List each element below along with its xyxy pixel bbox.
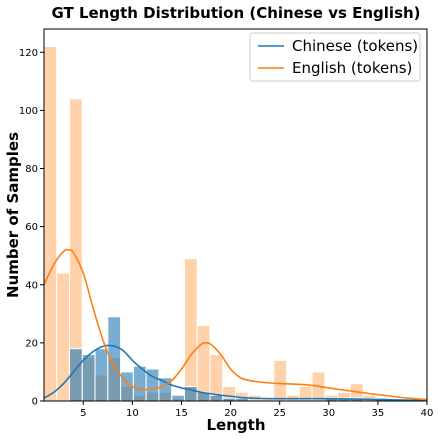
y-tick-label: 80	[25, 164, 38, 175]
bar-chinese-1	[81, 354, 96, 402]
legend-text-english: English (tokens)	[292, 59, 412, 77]
bar-chinese-2	[94, 348, 109, 402]
bar-english-18	[273, 359, 288, 402]
x-axis-label: Length	[207, 416, 266, 434]
bar-english-1	[56, 272, 71, 402]
chart-title: GT Length Distribution (Chinese vs Engli…	[51, 4, 420, 22]
bar-english-0	[43, 45, 58, 402]
legend-box	[249, 32, 421, 82]
x-tick-label: 35	[372, 408, 385, 419]
bar-chinese-8	[171, 394, 185, 402]
y-tick-label: 40	[25, 280, 38, 291]
x-tick-label: 5	[80, 408, 86, 419]
y-tick-label: 20	[25, 338, 38, 349]
y-axis-label: Number of Samples	[4, 132, 22, 298]
y-tick-label: 60	[25, 222, 38, 233]
kde-line-english	[43, 248, 428, 401]
y-tick-label: 100	[19, 106, 38, 117]
y-tick-label: 120	[19, 48, 38, 59]
x-tick-label: 25	[273, 408, 286, 419]
x-tick-label: 10	[126, 408, 139, 419]
y-tick-label: 0	[32, 397, 38, 408]
bar-english-11	[183, 258, 198, 402]
x-tick-label: 30	[322, 408, 335, 419]
x-tick-label: 40	[421, 408, 434, 419]
x-tick-label: 15	[175, 408, 188, 419]
plot-frame	[43, 28, 428, 402]
kde-line-chinese	[43, 344, 428, 402]
legend-text-chinese: Chinese (tokens)	[292, 37, 418, 55]
bar-chinese-11	[209, 394, 224, 402]
y-axis: 0 20 40 60 80 100 120	[19, 48, 44, 408]
x-axis: 5 10 15 20 25 30 35 40	[80, 401, 433, 419]
bar-english-12	[196, 324, 211, 402]
legend: Chinese (tokens) English (tokens)	[249, 32, 421, 82]
plot-area	[43, 45, 428, 402]
x-tick-label: 20	[224, 408, 237, 419]
